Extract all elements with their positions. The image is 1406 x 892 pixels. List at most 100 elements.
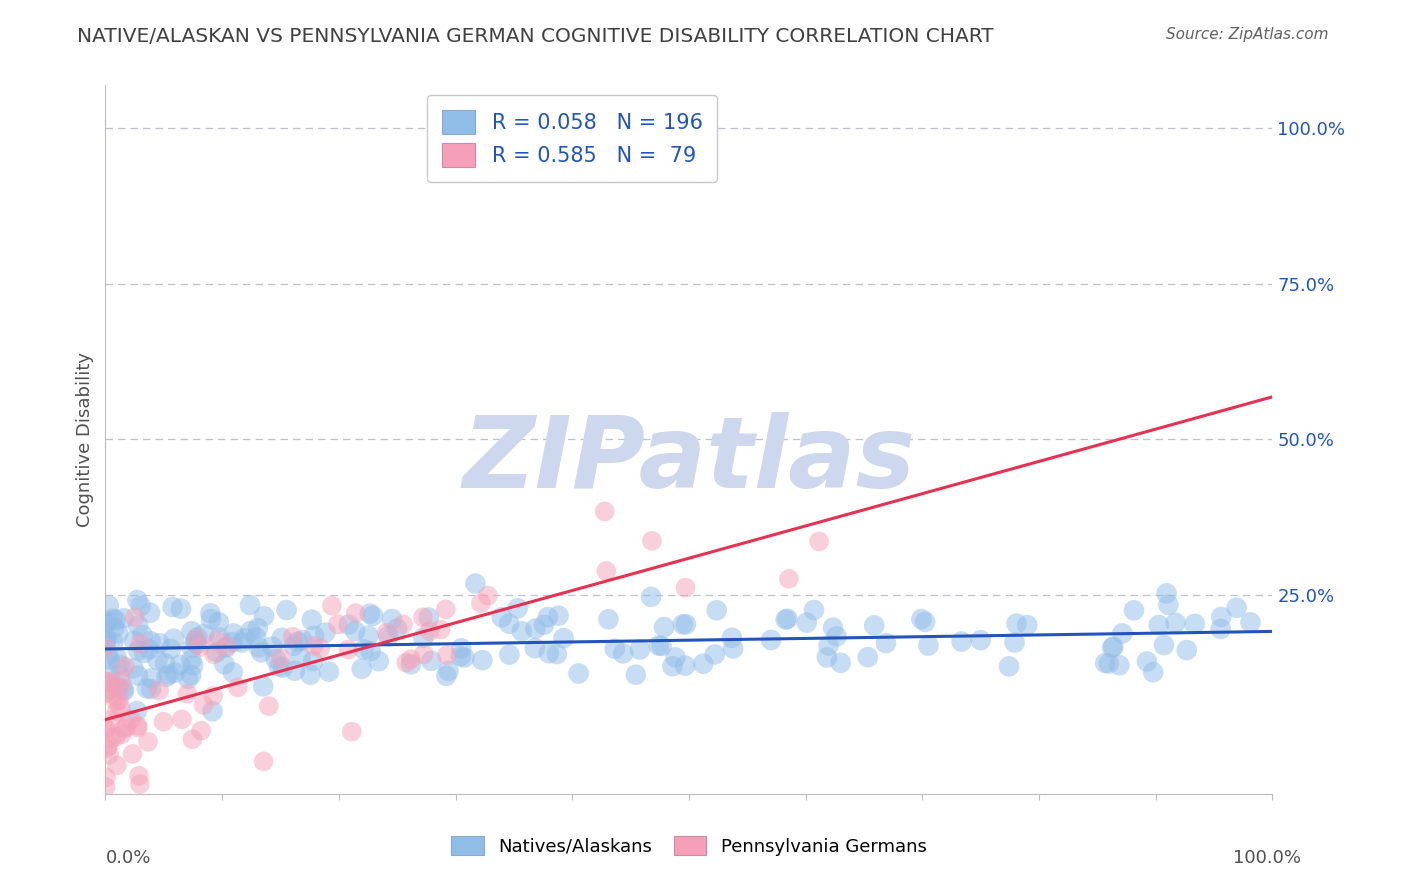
Point (252, 679, 274, 693)
Point (624, 667, 647, 681)
Point (271, 660, 294, 674)
Point (283, 639, 305, 653)
Point (180, 624, 202, 639)
Point (239, 598, 262, 612)
Point (1122, 603, 1144, 617)
Point (337, 617, 360, 632)
Point (1004, 635, 1026, 649)
Point (114, 659, 136, 673)
Point (148, 683, 170, 698)
Point (302, 639, 325, 653)
Point (193, 627, 215, 641)
Point (412, 610, 434, 624)
Point (131, 628, 153, 642)
Point (103, 621, 125, 635)
Point (264, 652, 287, 666)
Point (595, 564, 617, 578)
Point (510, 624, 533, 639)
Point (568, 666, 591, 681)
Point (429, 623, 451, 637)
Point (97, 674, 120, 689)
Point (281, 630, 304, 644)
Point (181, 732, 204, 747)
Point (612, 647, 634, 661)
Point (287, 634, 309, 648)
Point (359, 607, 381, 621)
Point (121, 747, 143, 761)
Point (129, 777, 152, 791)
Point (139, 681, 162, 696)
Point (1239, 615, 1261, 630)
Point (301, 613, 323, 627)
Point (222, 665, 245, 680)
Point (110, 701, 132, 715)
Point (412, 648, 434, 662)
Point (96, 741, 118, 756)
Point (950, 634, 973, 648)
Point (94, 616, 117, 631)
Point (170, 601, 193, 615)
Point (856, 650, 879, 665)
Point (181, 658, 204, 673)
Point (1153, 638, 1175, 652)
Point (1184, 616, 1206, 631)
Point (139, 634, 162, 648)
Point (112, 682, 135, 697)
Point (437, 664, 460, 678)
Point (309, 641, 332, 656)
Point (112, 611, 135, 625)
Point (127, 719, 149, 733)
Point (148, 636, 170, 650)
Point (98, 668, 121, 682)
Point (231, 635, 253, 649)
Point (395, 656, 418, 670)
Point (367, 654, 389, 668)
Point (776, 612, 799, 626)
Point (205, 645, 228, 659)
Point (817, 639, 839, 653)
Point (157, 667, 180, 681)
Point (399, 657, 422, 672)
Point (100, 713, 122, 727)
Point (1005, 616, 1028, 631)
Point (450, 649, 472, 664)
Point (110, 673, 132, 688)
Point (108, 668, 131, 682)
Point (434, 669, 457, 683)
Point (101, 635, 124, 649)
Point (162, 599, 184, 614)
Point (661, 659, 683, 673)
Point (675, 581, 697, 595)
Point (381, 612, 404, 626)
Point (825, 629, 848, 643)
Point (215, 640, 238, 655)
Point (1157, 598, 1180, 612)
Point (125, 704, 148, 718)
Point (290, 650, 312, 665)
Point (184, 634, 207, 648)
Point (1102, 640, 1125, 654)
Point (914, 615, 936, 629)
Point (1164, 615, 1187, 630)
Point (122, 661, 145, 675)
Point (672, 617, 695, 632)
Point (180, 640, 202, 655)
Text: 100.0%: 100.0% (1233, 849, 1301, 867)
Point (778, 572, 800, 586)
Point (775, 613, 797, 627)
Point (648, 639, 671, 653)
Point (146, 653, 169, 667)
Point (186, 637, 208, 651)
Point (245, 631, 267, 645)
Point (111, 727, 134, 741)
Point (321, 599, 343, 613)
Point (105, 651, 128, 665)
Point (250, 645, 273, 659)
Point (506, 601, 529, 615)
Point (1175, 643, 1198, 657)
Point (127, 668, 149, 682)
Point (477, 589, 499, 603)
Point (155, 670, 177, 684)
Point (129, 636, 152, 650)
Point (129, 599, 152, 613)
